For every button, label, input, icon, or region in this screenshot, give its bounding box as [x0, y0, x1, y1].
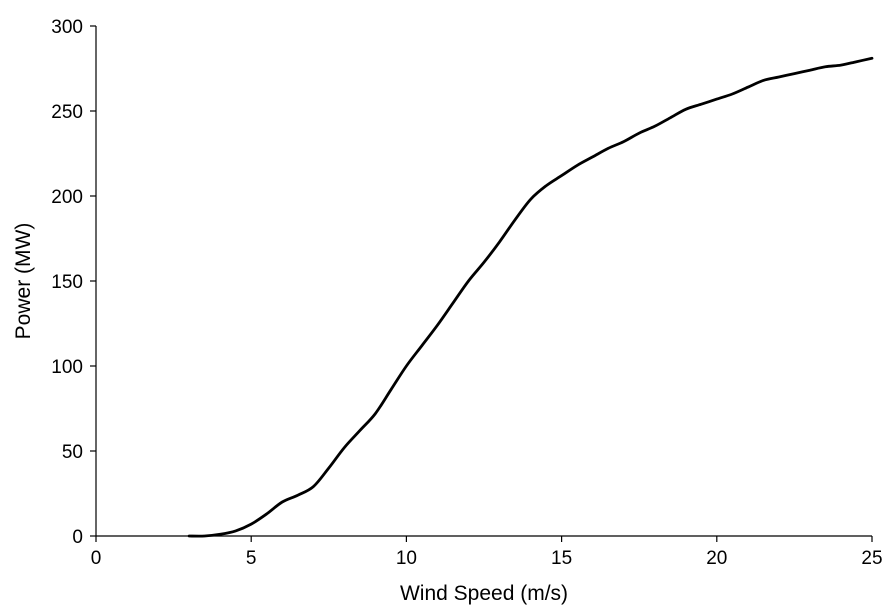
- data-point: [529, 197, 533, 201]
- data-point: [854, 60, 858, 64]
- data-point: [715, 97, 719, 101]
- data-point: [218, 532, 222, 536]
- data-point: [544, 184, 548, 188]
- data-point: [777, 75, 781, 79]
- data-point: [234, 529, 238, 533]
- x-tick-label: 5: [246, 548, 257, 569]
- data-point: [823, 65, 827, 69]
- data-point: [466, 279, 470, 283]
- x-tick-label: 15: [551, 548, 572, 569]
- data-point: [342, 446, 346, 450]
- y-tick-label: 0: [72, 527, 83, 548]
- data-point: [622, 140, 626, 144]
- data-point: [870, 56, 874, 60]
- y-tick-label: 100: [51, 357, 83, 378]
- data-point: [203, 534, 207, 538]
- data-point: [792, 72, 796, 76]
- data-point: [513, 218, 517, 222]
- axes-layer: [96, 26, 872, 536]
- x-tick-label: 20: [706, 548, 727, 569]
- x-axis-title: Wind Speed (m/s): [400, 582, 568, 605]
- data-point: [435, 323, 439, 327]
- y-tick-label: 50: [62, 442, 83, 463]
- data-point: [575, 163, 579, 167]
- data-point: [373, 412, 377, 416]
- data-point: [684, 107, 688, 111]
- data-point: [699, 102, 703, 106]
- data-point: [560, 174, 564, 178]
- data-point: [389, 388, 393, 392]
- data-point: [591, 155, 595, 159]
- data-point: [839, 63, 843, 67]
- data-point: [265, 512, 269, 516]
- x-tick-label: 0: [91, 548, 102, 569]
- y-tick-label: 150: [51, 272, 83, 293]
- data-point: [482, 260, 486, 264]
- data-point: [730, 92, 734, 96]
- points-layer: [187, 56, 874, 538]
- data-point: [420, 344, 424, 348]
- data-point: [358, 429, 362, 433]
- data-point: [498, 240, 502, 244]
- data-point: [637, 131, 641, 135]
- series-layer: [189, 58, 872, 536]
- data-point: [280, 500, 284, 504]
- data-point: [187, 534, 191, 538]
- data-point: [327, 466, 331, 470]
- data-point: [451, 301, 455, 305]
- power-curve-line: [189, 58, 872, 536]
- data-point: [653, 124, 657, 128]
- data-point: [606, 146, 610, 150]
- x-tick-label: 10: [396, 548, 417, 569]
- x-tick-label: 25: [861, 548, 882, 569]
- data-point: [249, 522, 253, 526]
- y-tick-label: 300: [51, 17, 83, 38]
- y-tick-label: 250: [51, 102, 83, 123]
- data-point: [746, 85, 750, 89]
- data-point: [296, 493, 300, 497]
- y-tick-label: 200: [51, 187, 83, 208]
- data-point: [668, 116, 672, 120]
- data-point: [311, 485, 315, 489]
- data-point: [404, 364, 408, 368]
- y-axis-title: Power (MW): [12, 223, 35, 340]
- data-point: [761, 78, 765, 82]
- data-point: [808, 68, 812, 72]
